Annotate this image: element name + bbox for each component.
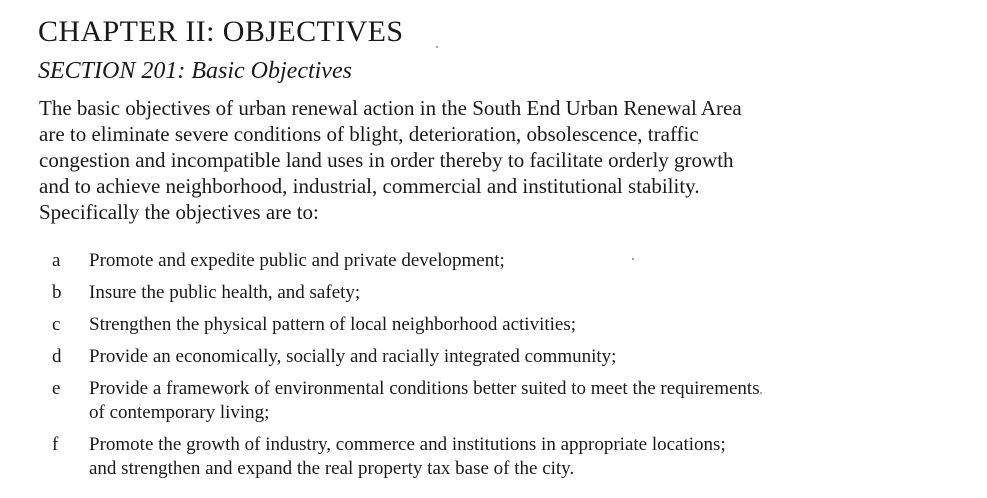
objective-text: Strengthen the physical pattern of local… — [89, 313, 576, 337]
section-title: SECTION 201: Basic Objectives — [38, 58, 352, 84]
scan-speck — [436, 46, 438, 48]
intro-paragraph: The basic objectives of urban renewal ac… — [39, 95, 969, 225]
scan-speck — [760, 392, 762, 394]
objective-line: Promote the growth of industry, commerce… — [89, 434, 726, 455]
objective-text: Provide a framework of environmental con… — [89, 377, 760, 425]
objective-text: Insure the public health, and safety; — [89, 281, 360, 305]
intro-line: are to eliminate severe conditions of bl… — [39, 122, 699, 146]
objective-text: Promote the growth of industry, commerce… — [89, 433, 726, 481]
intro-line: Specifically the objectives are to: — [39, 200, 319, 224]
intro-line: and to achieve neighborhood, industrial,… — [39, 174, 700, 198]
chapter-title: CHAPTER II: OBJECTIVES — [38, 15, 404, 48]
objective-letter: f — [52, 434, 59, 455]
objective-letter: a — [52, 250, 61, 271]
objective-line: of contemporary living; — [89, 402, 270, 423]
objective-text: Promote and expedite public and private … — [89, 249, 505, 273]
objective-line: Strengthen the physical pattern of local… — [89, 314, 577, 335]
objective-item-b: b Insure the public health, and safety; — [52, 281, 952, 305]
objective-item-c: c Strengthen the physical pattern of loc… — [52, 313, 952, 337]
objective-line: Insure the public health, and safety; — [89, 282, 361, 303]
objective-item-d: d Provide an economically, socially and … — [52, 345, 952, 369]
intro-line: The basic objectives of urban renewal ac… — [39, 96, 742, 120]
objective-line: Provide an economically, socially and ra… — [89, 346, 617, 367]
scan-speck — [632, 258, 634, 260]
objective-letter: c — [52, 314, 61, 335]
objective-item-e: e Provide a framework of environmental c… — [52, 377, 952, 425]
objective-letter: d — [52, 346, 62, 367]
objective-item-a: a Promote and expedite public and privat… — [52, 249, 952, 273]
objective-letter: b — [52, 282, 62, 303]
objective-letter: e — [52, 378, 61, 399]
objective-line: Provide a framework of environmental con… — [89, 378, 760, 399]
objective-line: and strengthen and expand the real prope… — [89, 458, 575, 479]
objectives-list: a Promote and expedite public and privat… — [52, 249, 952, 481]
objective-text: Provide an economically, socially and ra… — [89, 345, 616, 369]
objective-line: Promote and expedite public and private … — [89, 250, 505, 271]
objective-item-f: f Promote the growth of industry, commer… — [52, 433, 952, 481]
intro-line: congestion and incompatible land uses in… — [39, 148, 734, 172]
